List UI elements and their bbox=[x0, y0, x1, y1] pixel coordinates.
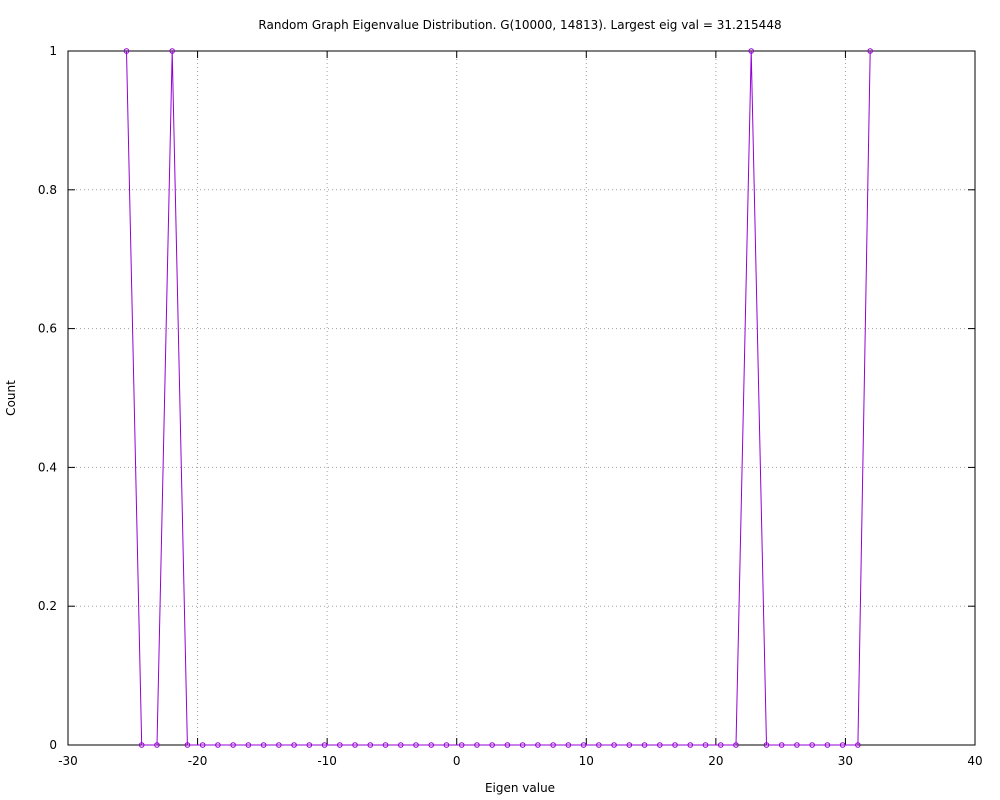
data-point bbox=[596, 742, 602, 748]
data-point bbox=[337, 742, 343, 748]
data-point bbox=[611, 742, 617, 748]
data-point bbox=[169, 48, 175, 54]
data-point bbox=[809, 742, 815, 748]
data-point bbox=[733, 742, 739, 748]
x-axis-label: Eigen value bbox=[485, 781, 555, 795]
data-point bbox=[717, 742, 724, 748]
y-tick-label: 0 bbox=[49, 738, 57, 752]
data-point bbox=[138, 742, 145, 748]
x-tick-label: 0 bbox=[453, 754, 461, 768]
chart-title: Random Graph Eigenvalue Distribution. G(… bbox=[258, 18, 781, 32]
data-point bbox=[855, 742, 861, 748]
data-point bbox=[230, 742, 236, 748]
data-point bbox=[367, 742, 374, 748]
data-point bbox=[397, 742, 404, 748]
y-tick-label: 0.4 bbox=[38, 460, 57, 474]
data-point bbox=[458, 742, 465, 748]
axis-ticks: -30 -20 -10 0 10 20 30 40 0 0.2 0.4 0.6 0.8 1 bbox=[38, 44, 983, 768]
x-tick-label: -10 bbox=[317, 754, 337, 768]
y-tick-label: 0.8 bbox=[38, 183, 57, 197]
x-tick-label: 20 bbox=[708, 754, 723, 768]
data-point bbox=[641, 742, 648, 748]
data-point bbox=[763, 742, 770, 748]
data-point bbox=[382, 742, 389, 748]
x-tick-label: -30 bbox=[58, 754, 78, 768]
data-point bbox=[276, 742, 282, 748]
data-point bbox=[245, 742, 252, 748]
data-point bbox=[778, 742, 785, 748]
data-point bbox=[839, 742, 846, 748]
data-point bbox=[184, 742, 191, 748]
x-tick-label: 30 bbox=[838, 754, 853, 768]
y-tick-label: 0.6 bbox=[38, 322, 57, 336]
data-point bbox=[672, 742, 678, 748]
series-eigenvalue-count bbox=[123, 48, 873, 748]
plot-frame bbox=[67, 50, 976, 746]
series-line bbox=[126, 50, 871, 746]
x-tick-label: -20 bbox=[188, 754, 208, 768]
data-point bbox=[824, 742, 831, 748]
data-point bbox=[291, 742, 297, 748]
data-point bbox=[352, 742, 358, 748]
data-point bbox=[321, 742, 328, 748]
data-point bbox=[656, 742, 663, 748]
data-point bbox=[550, 742, 556, 748]
data-point bbox=[123, 48, 130, 54]
data-point bbox=[702, 742, 709, 748]
data-point bbox=[504, 742, 511, 748]
data-point bbox=[535, 742, 541, 748]
data-point bbox=[413, 742, 419, 748]
grid-lines bbox=[68, 51, 975, 745]
data-point bbox=[580, 742, 587, 748]
data-point bbox=[867, 48, 873, 54]
data-point bbox=[306, 742, 313, 748]
data-point bbox=[260, 742, 267, 748]
data-point bbox=[489, 742, 495, 748]
data-point bbox=[519, 742, 526, 748]
data-point bbox=[154, 742, 160, 748]
y-axis-label: Count bbox=[4, 380, 18, 416]
data-point bbox=[474, 742, 480, 748]
x-tick-label: 40 bbox=[967, 754, 982, 768]
data-point bbox=[443, 742, 450, 748]
data-point bbox=[748, 48, 755, 54]
data-point bbox=[199, 742, 206, 748]
data-point bbox=[428, 742, 435, 748]
data-point bbox=[215, 742, 221, 748]
data-point bbox=[794, 742, 800, 748]
data-point bbox=[565, 742, 572, 748]
y-tick-label: 1 bbox=[49, 44, 57, 58]
x-tick-label: 10 bbox=[579, 754, 594, 768]
data-point bbox=[626, 742, 633, 748]
data-point bbox=[687, 742, 694, 748]
y-tick-label: 0.2 bbox=[38, 599, 57, 613]
